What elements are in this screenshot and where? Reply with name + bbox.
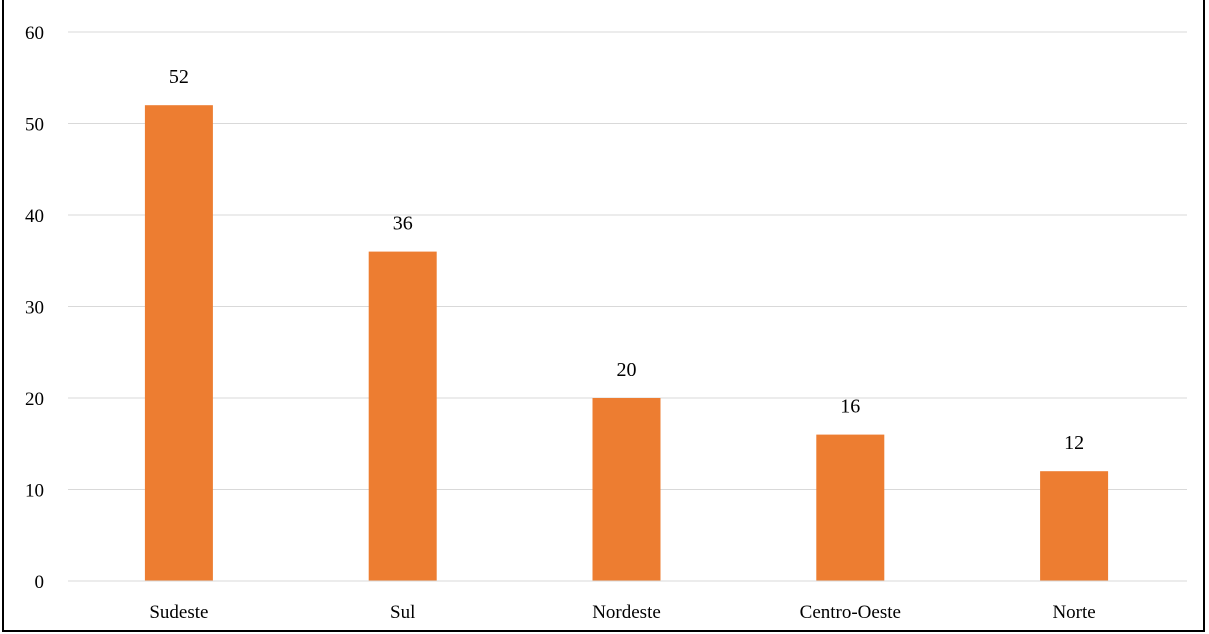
x-tick-label-norte: Norte <box>1052 602 1095 623</box>
data-label-sul: 36 <box>393 213 413 235</box>
bar-sul <box>368 251 437 581</box>
y-tick-label-40: 40 <box>25 206 44 227</box>
bar-nordeste <box>592 398 661 581</box>
y-axis-ticks: 0 10 20 30 40 50 60 <box>25 23 44 593</box>
y-tick-label-20: 20 <box>25 389 44 410</box>
x-tick-label-sul: Sul <box>390 602 415 623</box>
data-labels: 52 36 20 16 12 <box>169 66 1084 454</box>
bar-norte <box>1040 471 1109 581</box>
y-tick-label-30: 30 <box>25 298 44 319</box>
bars <box>144 105 1109 581</box>
x-axis-labels: Sudeste Sul Nordeste Centro-Oeste Norte <box>149 602 1095 623</box>
data-label-centro-oeste: 16 <box>840 396 860 418</box>
x-tick-label-nordeste: Nordeste <box>592 602 661 623</box>
bar-centro-oeste <box>816 434 885 581</box>
data-label-sudeste: 52 <box>169 66 189 88</box>
y-tick-label-0: 0 <box>35 572 45 593</box>
bar-sudeste <box>144 105 213 581</box>
data-label-nordeste: 20 <box>617 359 637 381</box>
y-tick-label-60: 60 <box>25 23 44 44</box>
x-tick-label-centro-oeste: Centro-Oeste <box>800 602 901 623</box>
data-label-norte: 12 <box>1064 432 1084 454</box>
x-tick-label-sudeste: Sudeste <box>149 602 208 623</box>
y-tick-label-10: 10 <box>25 481 44 502</box>
y-tick-label-50: 50 <box>25 115 44 136</box>
